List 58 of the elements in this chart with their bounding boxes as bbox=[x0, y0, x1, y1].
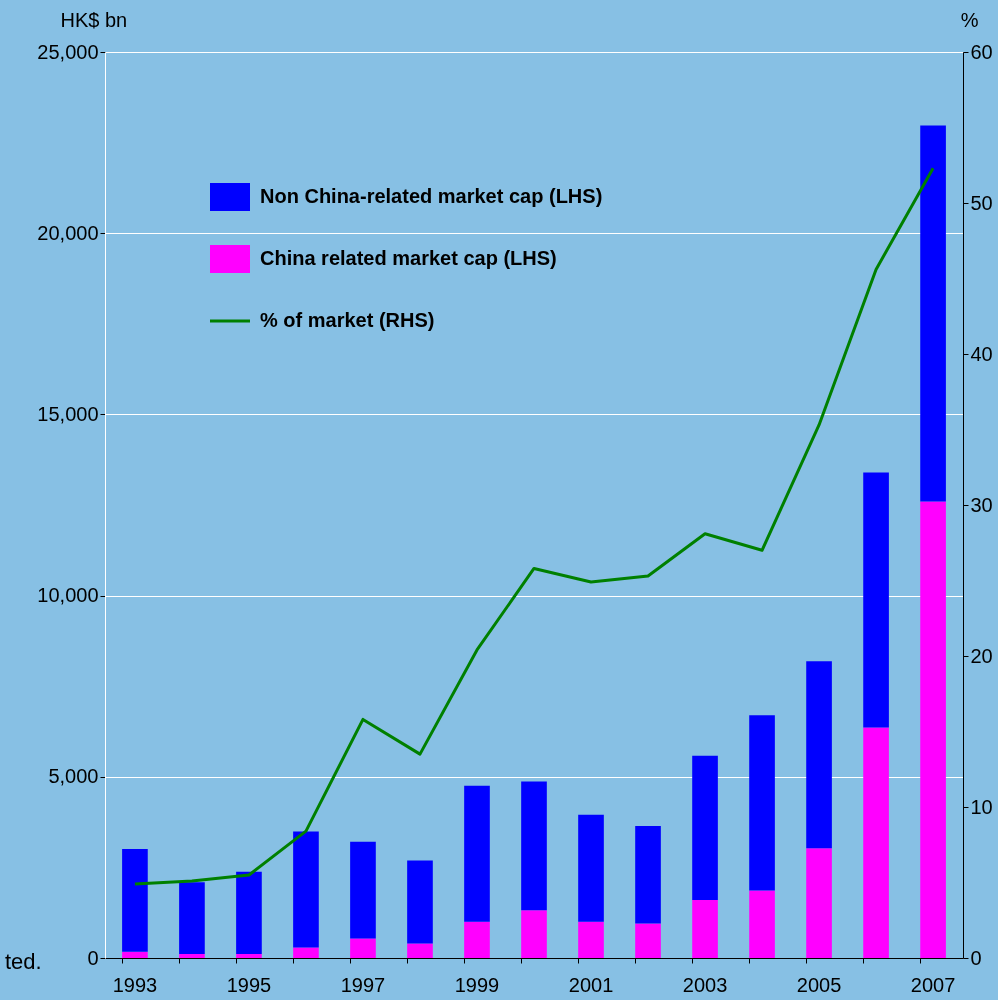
bar bbox=[350, 938, 376, 958]
y-tick-label: 5,000 bbox=[48, 765, 99, 788]
bar bbox=[749, 890, 775, 958]
line-series bbox=[133, 166, 935, 886]
bar bbox=[407, 943, 433, 958]
x-tick-label: 1993 bbox=[112, 973, 158, 996]
y2-tick-label: 40 bbox=[970, 342, 993, 365]
y2-tick-label: 50 bbox=[970, 191, 993, 214]
y-axis-title: HK$ bn bbox=[60, 8, 128, 31]
y-tick-label: 25,000 bbox=[37, 40, 99, 63]
y2-tick-label: 60 bbox=[970, 40, 993, 63]
bar bbox=[236, 871, 262, 955]
bar bbox=[407, 860, 433, 944]
y2-tick-label: 20 bbox=[970, 644, 993, 667]
bar bbox=[863, 472, 889, 728]
legend-label: China related market cap (LHS) bbox=[260, 247, 557, 269]
bar bbox=[635, 826, 661, 924]
bar bbox=[464, 785, 490, 922]
bar bbox=[920, 125, 946, 502]
x-tick-label: 2007 bbox=[910, 973, 956, 996]
bar bbox=[179, 954, 205, 958]
y-tick-label: 20,000 bbox=[37, 221, 99, 244]
x-tick-label: 1999 bbox=[454, 973, 500, 996]
bar bbox=[806, 661, 832, 849]
x-tick-label: 2003 bbox=[682, 973, 728, 996]
legend-label: Non China-related market cap (LHS) bbox=[260, 185, 603, 207]
y2-tick-label: 0 bbox=[970, 946, 982, 969]
bar bbox=[293, 947, 319, 958]
x-tick-label: 2005 bbox=[796, 973, 842, 996]
y2-tick-label: 30 bbox=[970, 493, 993, 516]
bar bbox=[578, 814, 604, 922]
text: ted. bbox=[5, 949, 42, 974]
bar bbox=[179, 882, 205, 955]
y2-axis-title: % bbox=[960, 8, 979, 31]
y-tick-label: 10,000 bbox=[37, 584, 99, 607]
y-tick-label: 0 bbox=[87, 946, 99, 969]
legend-label: % of market (RHS) bbox=[260, 309, 435, 331]
bar bbox=[920, 501, 946, 958]
bar bbox=[122, 951, 148, 958]
x-tick-label: 1997 bbox=[340, 973, 386, 996]
x-tick-label: 2001 bbox=[568, 973, 614, 996]
bar bbox=[521, 910, 547, 958]
bar bbox=[464, 921, 490, 958]
y2-tick-label: 10 bbox=[970, 795, 993, 818]
bar bbox=[863, 727, 889, 958]
y-tick-label: 15,000 bbox=[37, 402, 99, 425]
bar bbox=[236, 954, 262, 958]
bar bbox=[749, 715, 775, 891]
bar bbox=[578, 921, 604, 958]
bar bbox=[350, 841, 376, 939]
bar bbox=[692, 755, 718, 901]
bar bbox=[293, 831, 319, 948]
bar bbox=[122, 848, 148, 952]
x-tick-label: 1995 bbox=[226, 973, 272, 996]
bar bbox=[806, 848, 832, 958]
bar bbox=[521, 781, 547, 911]
bar bbox=[635, 923, 661, 958]
bar bbox=[692, 900, 718, 958]
